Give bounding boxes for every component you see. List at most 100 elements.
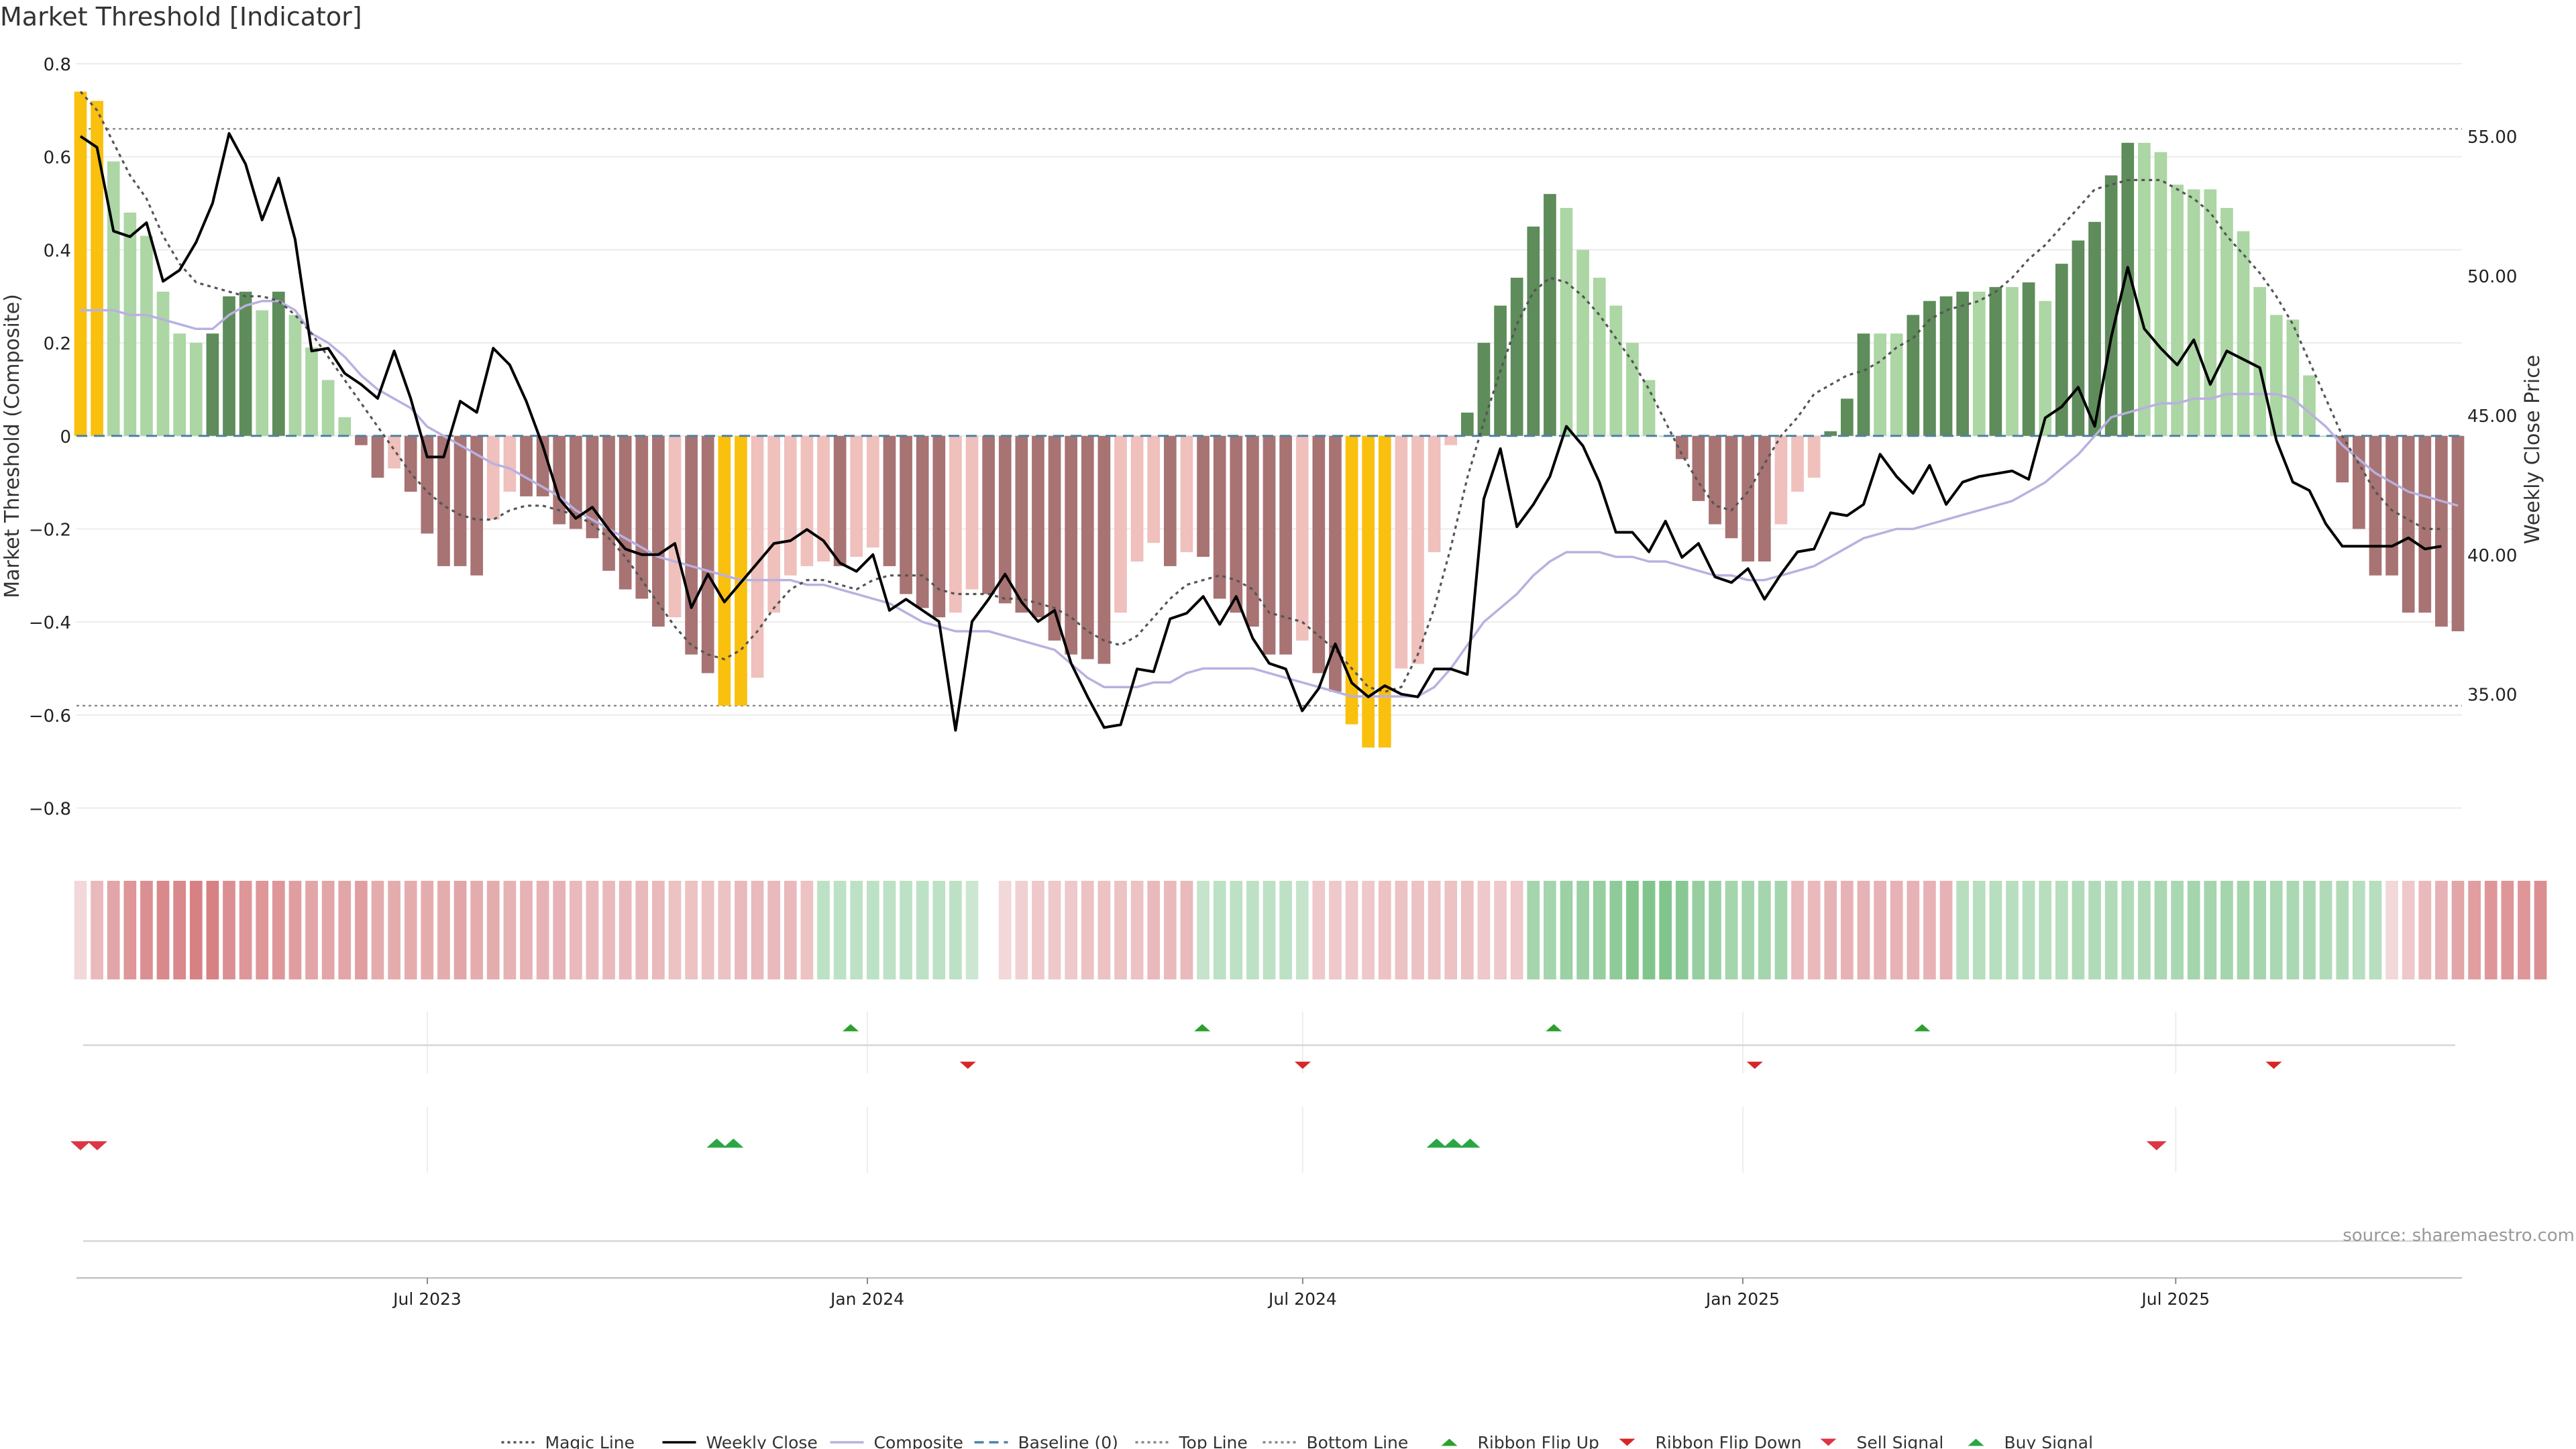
y2-tick-label: 50.00 (2467, 267, 2517, 287)
ribbon-segment (1824, 881, 1837, 979)
ribbon-segment (569, 881, 582, 979)
legend-marker (1619, 1438, 1635, 1446)
composite-bar (569, 435, 582, 529)
legend: Magic Line Weekly Close Composite Baseline … (501, 1433, 2093, 1449)
composite-bar (1741, 435, 1755, 561)
composite-bar (932, 435, 946, 618)
ribbon-segment (2088, 881, 2101, 979)
composite-bar (123, 212, 137, 436)
composite-bar (2006, 286, 2019, 436)
composite-bar (635, 435, 649, 599)
composite-bar (156, 291, 170, 436)
composite-bar (1180, 435, 1193, 553)
x-tick-label: Jul 2025 (2140, 1289, 2210, 1309)
composite-bar (1147, 435, 1161, 543)
composite-bar (2121, 142, 2135, 436)
ribbon-segment (189, 881, 203, 979)
legend-marker (1441, 1438, 1458, 1446)
ribbon-segment (520, 881, 533, 979)
ribbon-segment (1477, 881, 1491, 979)
ribbon-segment (1065, 881, 1078, 979)
composite-bar (2055, 264, 2068, 436)
ribbon-segment (1213, 881, 1226, 979)
legend-item: Ribbon Flip Up (1441, 1433, 1599, 1449)
legend-label: Composite (874, 1433, 963, 1449)
x-tick-label: Jan 2025 (1705, 1289, 1780, 1309)
composite-bar (1015, 435, 1028, 613)
composite-bar (503, 435, 517, 492)
ribbon-segment (1197, 881, 1210, 979)
ribbon-segment (883, 881, 896, 979)
composite-bar (982, 435, 995, 594)
legend-item: Magic Line (501, 1433, 635, 1449)
legend-item: Top Line (1135, 1433, 1248, 1449)
composite-bar (1593, 277, 1606, 436)
composite-bar (800, 435, 814, 566)
composite-bar (2237, 231, 2250, 436)
composite-bar (355, 435, 368, 445)
ribbon-segment (321, 881, 335, 979)
ribbon-segment (2039, 881, 2052, 979)
ribbon-segment (701, 881, 714, 979)
sell-signal-marker (87, 1141, 107, 1150)
composite-bar (718, 435, 731, 706)
ribbon-segment (272, 881, 285, 979)
y-tick-label: −0.6 (29, 706, 71, 727)
ribbon-segment (223, 881, 235, 979)
y2-tick-label: 40.00 (2467, 546, 2517, 566)
composite-bar (421, 435, 434, 534)
legend-label: Ribbon Flip Down (1656, 1433, 1802, 1449)
ribbon-segment (1675, 881, 1688, 979)
composite-bar (1197, 435, 1210, 557)
composite-bar (2039, 301, 2052, 436)
ribbon-segment (1659, 881, 1672, 979)
legend-marker (1820, 1438, 1837, 1446)
ribbon-segment (1263, 881, 1276, 979)
source-note: source: sharemaestro.com (2343, 1226, 2575, 1246)
ribbon-segment (1147, 881, 1161, 979)
composite-bar (206, 333, 219, 436)
ribbon-segment (453, 881, 467, 979)
ribbon-segment (2336, 881, 2349, 979)
composite-bar (1263, 435, 1276, 655)
ribbon-segment (932, 881, 946, 979)
ribbon-segment (1956, 881, 1970, 979)
ribbon-segment (2352, 881, 2365, 979)
ribbon-segment (2286, 881, 2300, 979)
composite-bar (1709, 435, 1721, 525)
ribbon-flip-down-marker (959, 1061, 976, 1069)
composite-bar (1626, 343, 1639, 436)
composite-bar (1378, 435, 1391, 748)
buy-signal-marker (1426, 1138, 1447, 1148)
ribbon-segment (2402, 881, 2415, 979)
legend-marker (1968, 1438, 1984, 1446)
composite-bar (1032, 435, 1044, 618)
composite-bar (2072, 240, 2085, 436)
ribbon-segment (2006, 881, 2019, 979)
ribbon-segment (1180, 881, 1193, 979)
composite-bar (453, 435, 467, 566)
x-tick-label: Jan 2024 (829, 1289, 904, 1309)
ribbon-segment (1081, 881, 1094, 979)
composite-bar (2187, 189, 2200, 436)
composite-series-line (80, 299, 2459, 698)
sell-signal-marker (70, 1141, 91, 1150)
ribbon-segment (602, 881, 615, 979)
ribbon-segment (1130, 881, 1144, 979)
ribbon-segment (140, 881, 153, 979)
composite-bar (751, 435, 764, 678)
ribbon-flip-panel (83, 1012, 2455, 1073)
ribbon-segment (1725, 881, 1738, 979)
composite-bar (1279, 435, 1292, 655)
composite-bar (2286, 319, 2300, 436)
composite-bar (173, 333, 186, 436)
ribbon-segment (1015, 881, 1028, 979)
composite-bar (1460, 413, 1474, 436)
ribbon-strip (74, 881, 2547, 979)
ribbon-segment (1312, 881, 1326, 979)
buy-signal-marker (1443, 1138, 1464, 1148)
x-tick-label: Jul 2023 (392, 1289, 462, 1309)
magic-line (79, 91, 2442, 693)
composite-bar (91, 101, 103, 436)
